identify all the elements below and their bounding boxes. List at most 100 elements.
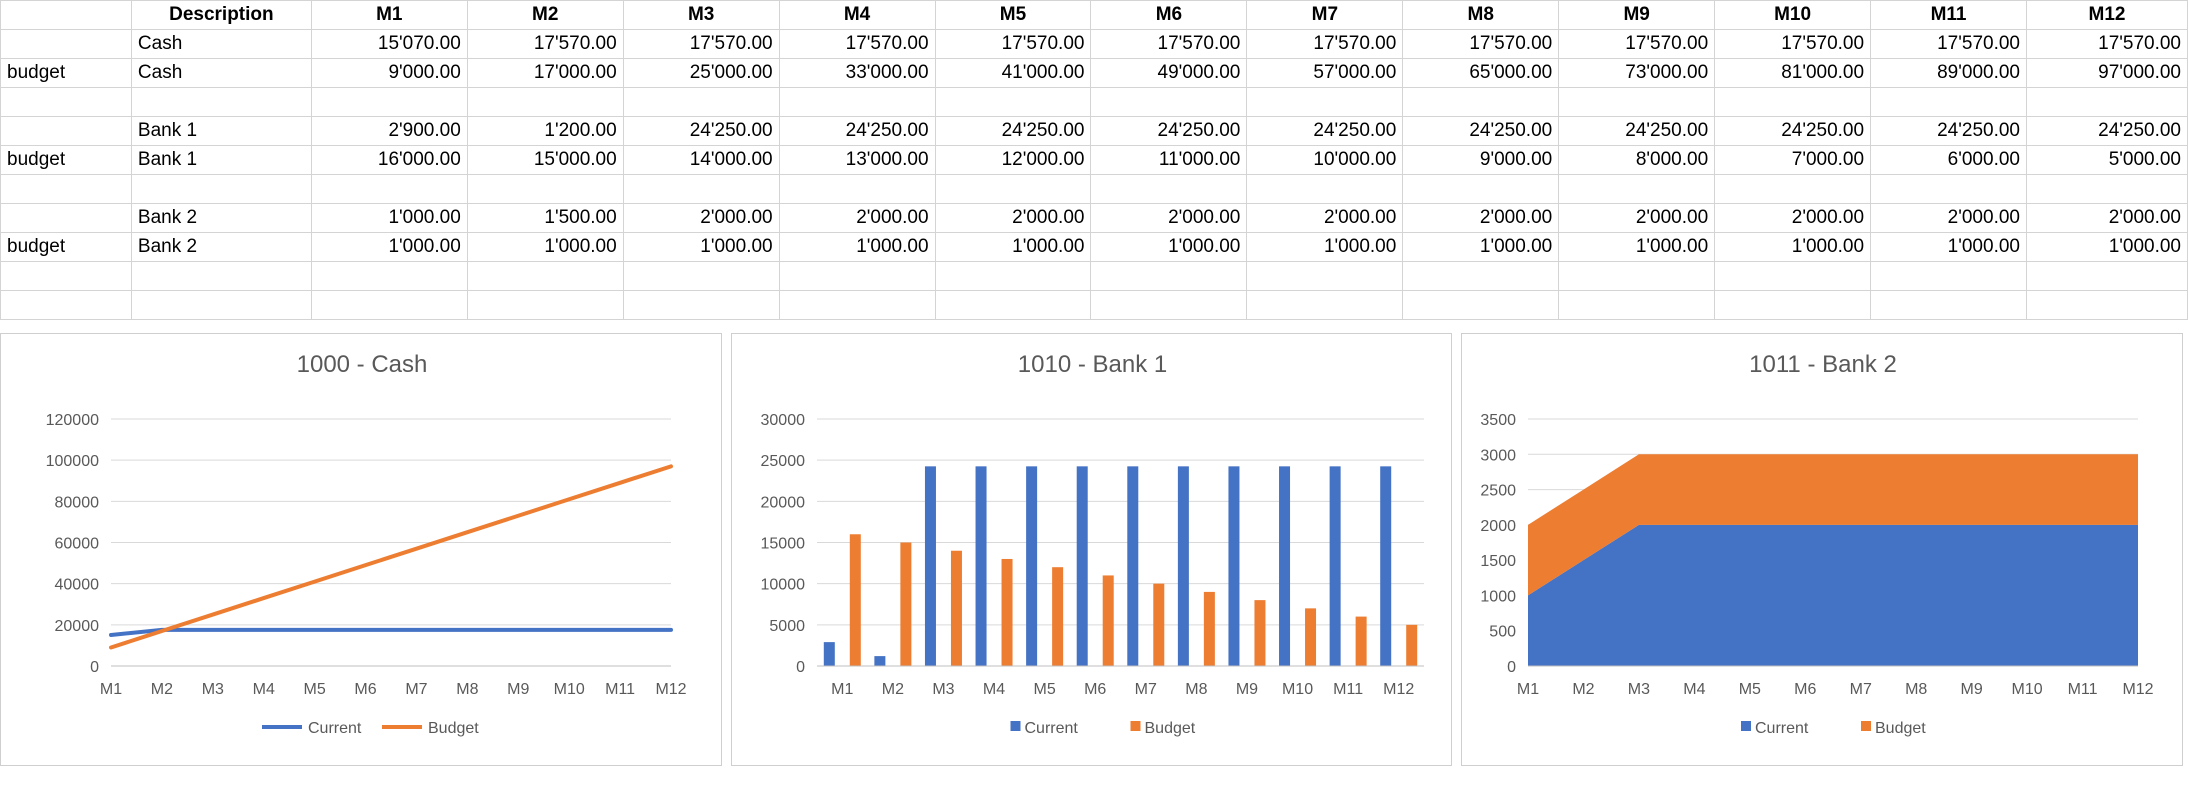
grid-cell[interactable]: [1714, 261, 1872, 291]
grid-cell[interactable]: 2'000.00: [1402, 203, 1560, 233]
grid-cell[interactable]: 65'000.00: [1402, 58, 1560, 88]
grid-cell[interactable]: 1'000.00: [310, 232, 468, 262]
column-header-cell[interactable]: M4: [778, 0, 936, 30]
grid-cell[interactable]: [778, 174, 936, 204]
column-header-cell[interactable]: M6: [1090, 0, 1248, 30]
grid-cell[interactable]: [934, 261, 1092, 291]
grid-cell[interactable]: [1402, 290, 1560, 320]
cash-chart[interactable]: 1000 - Cash 0 20000 40000 60000 80000 100000 12…: [0, 333, 722, 766]
grid-cell[interactable]: 89'000.00: [1870, 58, 2027, 88]
grid-cell[interactable]: 24'250.00: [934, 116, 1092, 146]
column-header-cell[interactable]: M3: [622, 0, 780, 30]
grid-cell[interactable]: budget: [0, 232, 132, 262]
column-header-cell[interactable]: M9: [1558, 0, 1716, 30]
grid-cell[interactable]: [2025, 87, 2188, 117]
grid-cell[interactable]: 24'250.00: [1090, 116, 1248, 146]
grid-cell[interactable]: 2'000.00: [1090, 203, 1248, 233]
grid-cell[interactable]: 1'000.00: [1246, 232, 1404, 262]
grid-cell[interactable]: [778, 87, 936, 117]
grid-cell[interactable]: 2'000.00: [1558, 203, 1716, 233]
grid-cell[interactable]: [1402, 261, 1560, 291]
grid-cell[interactable]: budget: [0, 145, 132, 175]
grid-cell[interactable]: 17'570.00: [1246, 29, 1404, 59]
grid-cell[interactable]: Bank 1: [130, 116, 312, 146]
grid-cell[interactable]: [1246, 290, 1404, 320]
grid-cell[interactable]: 9'000.00: [310, 58, 468, 88]
grid-cell[interactable]: 24'250.00: [1402, 116, 1560, 146]
grid-cell[interactable]: [622, 87, 780, 117]
grid-cell[interactable]: [2025, 174, 2188, 204]
grid-cell[interactable]: 24'250.00: [622, 116, 780, 146]
column-header-cell[interactable]: M1: [310, 0, 468, 30]
grid-cell[interactable]: 16'000.00: [310, 145, 468, 175]
grid-cell[interactable]: [622, 174, 780, 204]
grid-cell[interactable]: [1714, 174, 1872, 204]
grid-cell[interactable]: [1402, 174, 1560, 204]
grid-cell[interactable]: 73'000.00: [1558, 58, 1716, 88]
grid-cell[interactable]: [0, 203, 132, 233]
grid-cell[interactable]: [466, 261, 624, 291]
grid-cell[interactable]: [2025, 290, 2188, 320]
grid-cell[interactable]: 11'000.00: [1090, 145, 1248, 175]
grid-cell[interactable]: [0, 261, 132, 291]
grid-cell[interactable]: 17'570.00: [1558, 29, 1716, 59]
grid-cell[interactable]: 15'000.00: [466, 145, 624, 175]
grid-cell[interactable]: 17'570.00: [1870, 29, 2027, 59]
grid-cell[interactable]: 1'000.00: [622, 232, 780, 262]
grid-cell[interactable]: [1246, 174, 1404, 204]
grid-cell[interactable]: [0, 29, 132, 59]
grid-cell[interactable]: 2'000.00: [2025, 203, 2188, 233]
grid-cell[interactable]: [0, 174, 132, 204]
grid-cell[interactable]: 17'570.00: [2025, 29, 2188, 59]
grid-cell[interactable]: 24'250.00: [2025, 116, 2188, 146]
grid-cell[interactable]: Bank 2: [130, 203, 312, 233]
column-header-cell[interactable]: M2: [466, 0, 624, 30]
grid-cell[interactable]: 1'000.00: [310, 203, 468, 233]
grid-cell[interactable]: 2'000.00: [1870, 203, 2027, 233]
grid-cell[interactable]: 5'000.00: [2025, 145, 2188, 175]
grid-cell[interactable]: [934, 174, 1092, 204]
grid-cell[interactable]: [2025, 261, 2188, 291]
grid-cell[interactable]: 1'000.00: [466, 232, 624, 262]
grid-cell[interactable]: 2'000.00: [1246, 203, 1404, 233]
grid-cell[interactable]: [1402, 87, 1560, 117]
grid-cell[interactable]: [1870, 174, 2027, 204]
grid-cell[interactable]: 2'000.00: [778, 203, 936, 233]
grid-cell[interactable]: [130, 174, 312, 204]
grid-cell[interactable]: [130, 261, 312, 291]
grid-cell[interactable]: [778, 261, 936, 291]
grid-cell[interactable]: [1714, 87, 1872, 117]
grid-cell[interactable]: 41'000.00: [934, 58, 1092, 88]
grid-cell[interactable]: 17'570.00: [1714, 29, 1872, 59]
grid-cell[interactable]: [622, 261, 780, 291]
grid-cell[interactable]: 1'200.00: [466, 116, 624, 146]
grid-cell[interactable]: 17'570.00: [1402, 29, 1560, 59]
grid-cell[interactable]: 33'000.00: [778, 58, 936, 88]
grid-cell[interactable]: [1558, 87, 1716, 117]
grid-cell[interactable]: [778, 290, 936, 320]
grid-cell[interactable]: 9'000.00: [1402, 145, 1560, 175]
grid-cell[interactable]: 8'000.00: [1558, 145, 1716, 175]
grid-cell[interactable]: Bank 1: [130, 145, 312, 175]
grid-cell[interactable]: 1'500.00: [466, 203, 624, 233]
grid-cell[interactable]: [1090, 174, 1248, 204]
grid-cell[interactable]: [1714, 290, 1872, 320]
grid-cell[interactable]: [1558, 174, 1716, 204]
grid-cell[interactable]: 1'000.00: [778, 232, 936, 262]
grid-cell[interactable]: [466, 87, 624, 117]
column-header-cell[interactable]: [0, 0, 132, 30]
grid-cell[interactable]: [934, 87, 1092, 117]
grid-cell[interactable]: [1870, 87, 2027, 117]
grid-cell[interactable]: 12'000.00: [934, 145, 1092, 175]
column-header-cell[interactable]: M10: [1714, 0, 1872, 30]
grid-cell[interactable]: [130, 290, 312, 320]
grid-cell[interactable]: [0, 116, 132, 146]
grid-cell[interactable]: [310, 261, 468, 291]
grid-cell[interactable]: 1'000.00: [1090, 232, 1248, 262]
grid-cell[interactable]: 17'570.00: [934, 29, 1092, 59]
column-header-cell[interactable]: M7: [1246, 0, 1404, 30]
grid-cell[interactable]: [1090, 290, 1248, 320]
grid-cell[interactable]: [1246, 87, 1404, 117]
grid-cell[interactable]: Bank 2: [130, 232, 312, 262]
column-header-cell[interactable]: M5: [934, 0, 1092, 30]
